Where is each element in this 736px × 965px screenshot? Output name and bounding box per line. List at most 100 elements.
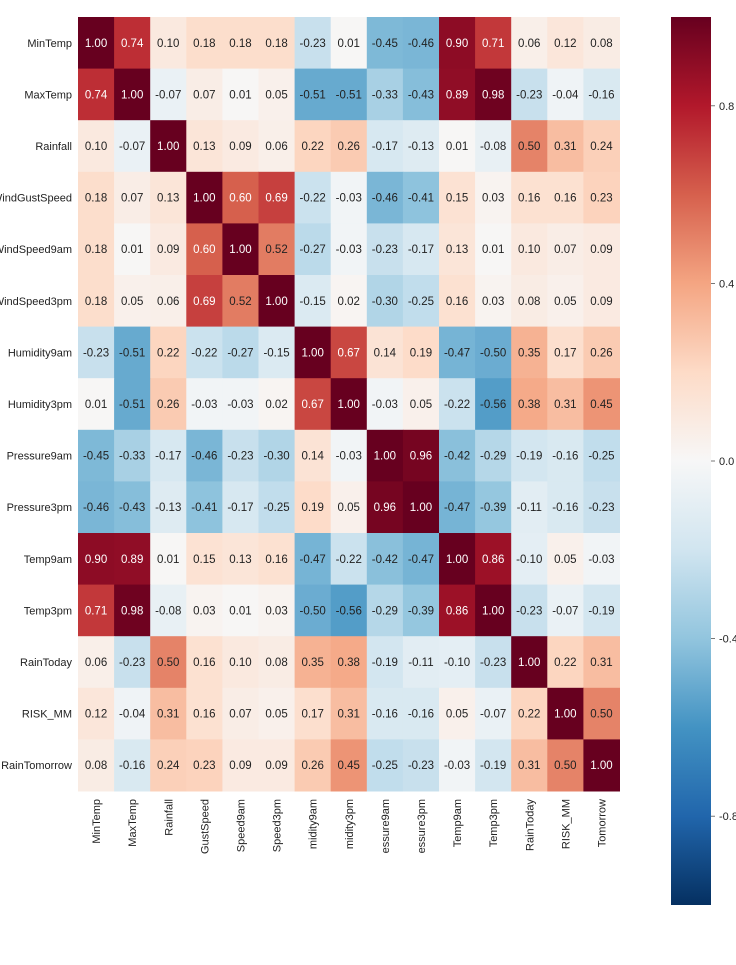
heatmap-cell — [150, 687, 187, 740]
heatmap-cell — [547, 275, 584, 328]
cell-value-label: 0.16 — [446, 296, 468, 308]
heatmap-cell — [222, 378, 259, 431]
cell-value-label: 0.18 — [229, 38, 251, 50]
cell-value-label: 0.01 — [229, 89, 251, 101]
heatmap-cell — [330, 429, 368, 482]
cell-value-label: 0.10 — [85, 141, 107, 153]
heatmap-cell — [150, 326, 187, 379]
heatmap-cell — [439, 481, 476, 534]
colorbar — [671, 17, 711, 905]
cell-value-label: -0.23 — [516, 89, 542, 101]
cell-value-label: 0.23 — [193, 760, 215, 772]
cell-value-label: 0.69 — [193, 296, 215, 308]
heatmap-cell — [439, 17, 476, 70]
cell-value-label: -0.33 — [372, 89, 398, 101]
heatmap-cell — [511, 481, 548, 534]
heatmap-cell — [222, 739, 259, 792]
heatmap-cell — [330, 481, 368, 534]
column-tick-label: RISK_MM — [560, 799, 572, 849]
cell-value-label: -0.07 — [155, 89, 181, 101]
row-tick-label: Humidity3pm — [8, 399, 72, 411]
heatmap-cell — [78, 533, 115, 586]
heatmap-cell — [366, 326, 404, 379]
cell-value-label: 0.05 — [265, 709, 287, 721]
cell-value-label: 0.09 — [590, 296, 612, 308]
heatmap-cell — [366, 17, 404, 70]
heatmap-cell — [583, 636, 620, 689]
cell-value-label: 0.01 — [229, 605, 251, 617]
heatmap-cell — [402, 481, 440, 534]
cell-value-label: 0.13 — [157, 193, 179, 205]
row-tick-label: Rainfall — [35, 141, 72, 153]
cell-value-label: -0.08 — [480, 141, 506, 153]
heatmap-cell — [547, 429, 584, 482]
cell-value-label: 0.07 — [193, 89, 215, 101]
heatmap-cell — [78, 120, 115, 173]
heatmap-cell — [186, 739, 223, 792]
cell-value-label: 0.05 — [410, 399, 432, 411]
heatmap-cell — [222, 120, 259, 173]
cell-value-label: -0.03 — [336, 244, 362, 256]
cell-value-label: -0.13 — [408, 141, 434, 153]
cell-value-label: -0.50 — [480, 347, 506, 359]
heatmap-cell — [294, 17, 332, 70]
heatmap-cell — [366, 171, 404, 224]
heatmap-cell — [150, 223, 187, 276]
cell-value-label: 0.96 — [410, 451, 432, 463]
heatmap-cell — [439, 223, 476, 276]
heatmap-cell — [583, 533, 620, 586]
cell-value-label: 0.17 — [301, 709, 323, 721]
heatmap-cell — [330, 533, 368, 586]
heatmap-cell — [330, 17, 368, 70]
heatmap-cell — [78, 326, 115, 379]
cell-value-label: -0.23 — [480, 657, 506, 669]
cell-value-label: 0.26 — [338, 141, 360, 153]
heatmap-cell — [402, 429, 440, 482]
heatmap-cell — [366, 378, 404, 431]
heatmap-cell — [366, 687, 404, 740]
row-tick-label: WindSpeed9am — [0, 244, 72, 256]
cell-value-label: -0.03 — [588, 554, 614, 566]
cell-value-label: 0.18 — [85, 193, 107, 205]
heatmap-cell — [78, 584, 115, 637]
heatmap-cell — [439, 687, 476, 740]
heatmap-cell — [475, 275, 512, 328]
column-tick-label: essure3pm — [416, 799, 428, 853]
cell-value-label: 0.22 — [518, 709, 540, 721]
cell-value-label: -0.23 — [227, 451, 253, 463]
heatmap-cell — [258, 584, 296, 637]
cell-value-label: 0.08 — [85, 760, 107, 772]
cell-value-label: 0.03 — [482, 193, 504, 205]
cell-value-label: 0.15 — [446, 193, 468, 205]
cell-value-label: -0.30 — [372, 296, 398, 308]
heatmap-cell — [186, 17, 223, 70]
heatmap-cell — [222, 429, 259, 482]
heatmap-cell — [294, 739, 332, 792]
cell-value-label: 0.89 — [121, 554, 143, 566]
heatmap-cell — [150, 533, 187, 586]
cell-value-label: -0.22 — [336, 554, 362, 566]
heatmap-cell — [583, 739, 620, 792]
cell-value-label: -0.17 — [155, 451, 181, 463]
cell-value-label: 0.16 — [193, 657, 215, 669]
heatmap-cell — [475, 171, 512, 224]
colorbar-tick-label: 0.4 — [719, 278, 734, 290]
heatmap-cell — [583, 68, 620, 121]
heatmap-cell — [475, 584, 512, 637]
heatmap-cell — [366, 68, 404, 121]
heatmap-cell — [583, 429, 620, 482]
cell-value-label: 0.31 — [338, 709, 360, 721]
heatmap-cell — [402, 223, 440, 276]
heatmap-cell — [150, 378, 187, 431]
heatmap-cell — [402, 326, 440, 379]
heatmap-cell — [222, 533, 259, 586]
cell-value-label: -0.41 — [191, 502, 217, 514]
heatmap-cell — [547, 481, 584, 534]
cell-value-label: 0.38 — [518, 399, 540, 411]
cell-value-label: -0.27 — [227, 347, 253, 359]
cell-value-label: -0.16 — [552, 502, 578, 514]
row-tick-label: Pressure9am — [7, 451, 72, 463]
heatmap-cell — [258, 687, 296, 740]
cell-value-label: 0.09 — [157, 244, 179, 256]
heatmap-cell — [511, 739, 548, 792]
